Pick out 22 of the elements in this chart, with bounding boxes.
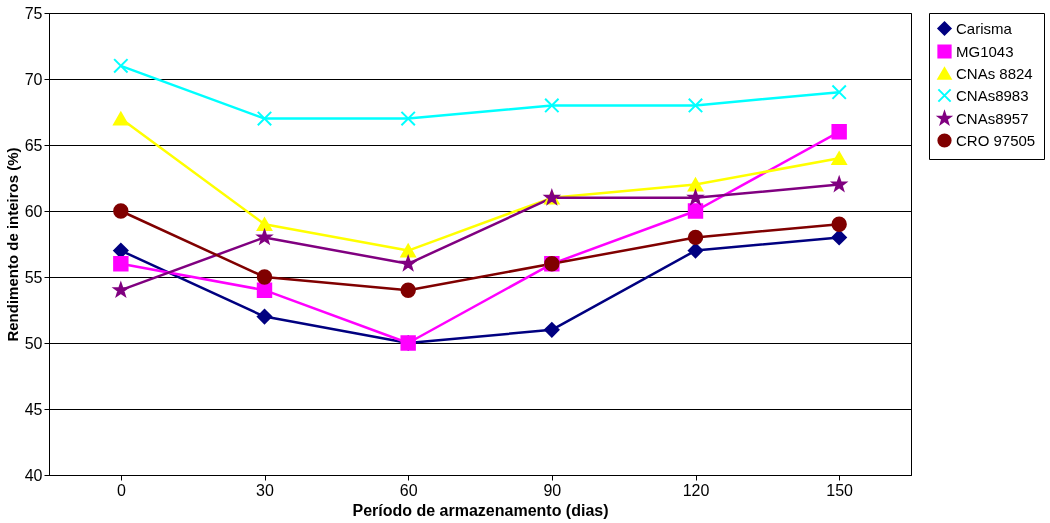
y-axis-title: Rendimento de inteiros (%) — [3, 147, 21, 342]
y-tick-label: 50 — [24, 334, 43, 352]
x-tick-label: 30 — [256, 481, 274, 499]
legend-label: MG1043 — [956, 42, 1014, 60]
legend-label: CRO 97505 — [956, 131, 1036, 149]
legend-label: Carisma — [956, 19, 1013, 37]
x-tick-label: 60 — [399, 481, 418, 499]
y-tick-label: 55 — [24, 268, 43, 286]
legend-label: CNAs8957 — [956, 109, 1029, 127]
x-tick-label: 0 — [116, 481, 126, 499]
y-tick-label: 75 — [24, 4, 43, 22]
x-tick-label: 120 — [682, 481, 710, 499]
y-tick-label: 70 — [24, 70, 43, 88]
x-tick-label: 150 — [826, 481, 854, 499]
y-tick-label: 40 — [24, 466, 43, 484]
y-tick-label: 65 — [24, 136, 43, 154]
legend-label: CNAs 8824 — [956, 64, 1033, 82]
legend-label: CNAs8983 — [956, 86, 1029, 104]
y-tick-label: 60 — [24, 202, 43, 220]
y-tick-label: 45 — [24, 400, 43, 418]
x-tick-label: 90 — [543, 481, 562, 499]
x-axis-title: Período de armazenamento (dias) — [352, 501, 609, 519]
